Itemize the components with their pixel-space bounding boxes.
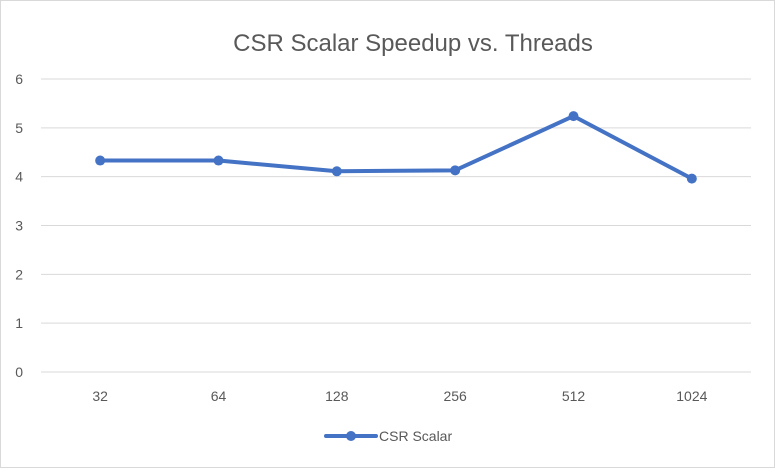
x-tick-label-512: 512 — [562, 388, 586, 404]
data-point-64 — [213, 155, 224, 166]
series-group — [95, 111, 697, 184]
data-point-128 — [331, 166, 342, 177]
y-tick-label-0: 0 — [15, 364, 23, 380]
legend: CSR Scalar — [324, 428, 452, 444]
x-tick-label-32: 32 — [92, 388, 108, 404]
x-axis-ticks: 32 64 128 256 512 1024 — [92, 388, 707, 404]
x-tick-label-256: 256 — [443, 388, 467, 404]
legend-marker — [346, 431, 356, 441]
data-point-1024 — [686, 173, 697, 184]
data-point-512 — [568, 111, 579, 122]
data-point-256 — [450, 165, 461, 176]
y-tick-label-6: 6 — [15, 71, 23, 87]
legend-label: CSR Scalar — [379, 428, 452, 444]
y-tick-label-4: 4 — [15, 169, 23, 185]
chart-title: CSR Scalar Speedup vs. Threads — [233, 30, 593, 57]
x-tick-label-64: 64 — [211, 388, 227, 404]
gridlines — [41, 78, 751, 373]
y-tick-label-5: 5 — [15, 120, 23, 136]
y-tick-label-2: 2 — [15, 266, 23, 282]
y-tick-label-3: 3 — [15, 218, 23, 234]
data-point-32 — [95, 155, 106, 166]
x-tick-label-1024: 1024 — [676, 388, 707, 404]
x-tick-label-128: 128 — [325, 388, 349, 404]
y-tick-label-1: 1 — [15, 315, 23, 331]
y-axis-ticks: 0 1 2 3 4 5 6 — [15, 71, 23, 380]
series-line-0 — [98, 114, 694, 181]
